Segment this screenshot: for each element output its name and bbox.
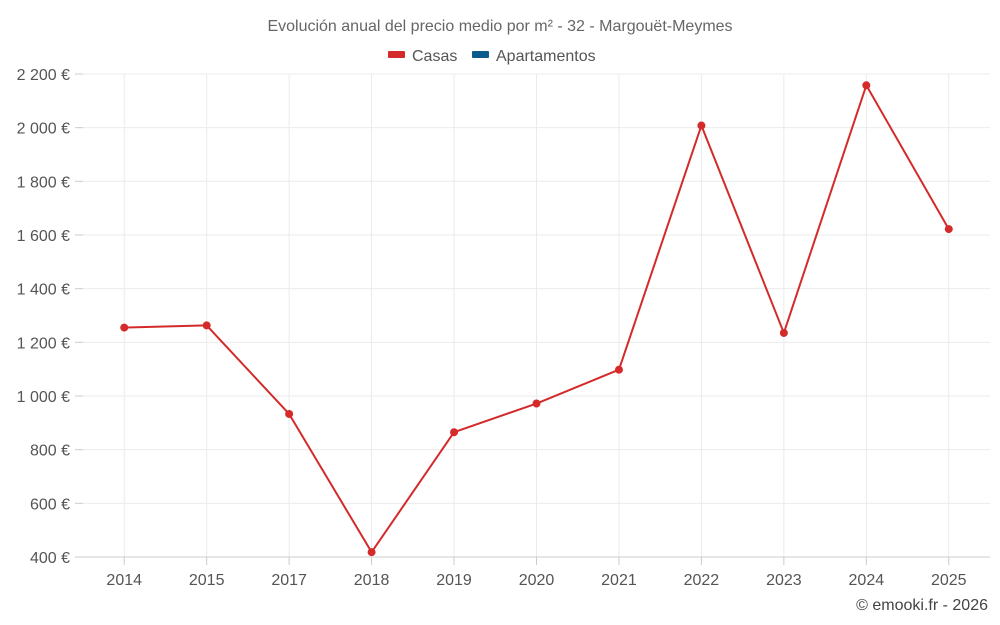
x-tick-label: 2022 [684, 572, 720, 589]
data-point-2015 [202, 321, 211, 330]
x-tick-label: 2015 [189, 572, 225, 589]
x-tick-label: 2019 [436, 572, 472, 589]
y-tick-label: 2 000 € [17, 121, 70, 138]
x-tick-label: 2018 [354, 572, 390, 589]
y-tick-label: 800 € [30, 443, 70, 460]
chart-title: Evolución anual del precio medio por m² … [267, 18, 732, 35]
legend-swatch-apartamentos [472, 51, 489, 58]
series [120, 81, 953, 557]
x-tick-label: 2020 [519, 572, 555, 589]
x-tick-label: 2023 [766, 572, 802, 589]
grid [83, 73, 990, 557]
y-tick-label: 1 400 € [17, 282, 70, 299]
data-point-2023 [779, 328, 788, 337]
data-point-2021 [614, 365, 623, 374]
x-tick-label: 2014 [106, 572, 142, 589]
data-point-2022 [697, 121, 706, 130]
legend-swatch-casas [388, 51, 405, 58]
axes: 400 € 600 € 800 € 1 000 € 1 200 € 1 400 € 1 60… [17, 67, 990, 589]
data-point-2019 [450, 428, 459, 437]
x-tick-label: 2021 [601, 572, 637, 589]
x-tick-label: 2017 [271, 572, 307, 589]
data-point-2025 [944, 225, 953, 234]
data-point-2014 [120, 323, 129, 332]
legend: Casas Apartamentos [388, 48, 596, 65]
y-tick-label: 1 000 € [17, 389, 70, 406]
y-tick-label: 600 € [30, 496, 70, 513]
credit-text: © emooki.fr - 2026 [856, 597, 988, 614]
data-point-2020 [532, 399, 541, 408]
y-tick-label: 400 € [30, 550, 70, 567]
x-tick-label: 2024 [849, 572, 885, 589]
y-tick-label: 2 200 € [17, 67, 70, 84]
legend-label-casas: Casas [412, 48, 457, 65]
data-point-2018 [367, 548, 376, 557]
y-tick-label: 1 800 € [17, 174, 70, 191]
y-tick-label: 1 200 € [17, 335, 70, 352]
data-point-2024 [862, 81, 871, 90]
x-tick-label: 2025 [931, 572, 967, 589]
legend-label-apartamentos: Apartamentos [496, 48, 596, 65]
data-point-2017 [285, 409, 294, 418]
y-tick-label: 1 600 € [17, 228, 70, 245]
